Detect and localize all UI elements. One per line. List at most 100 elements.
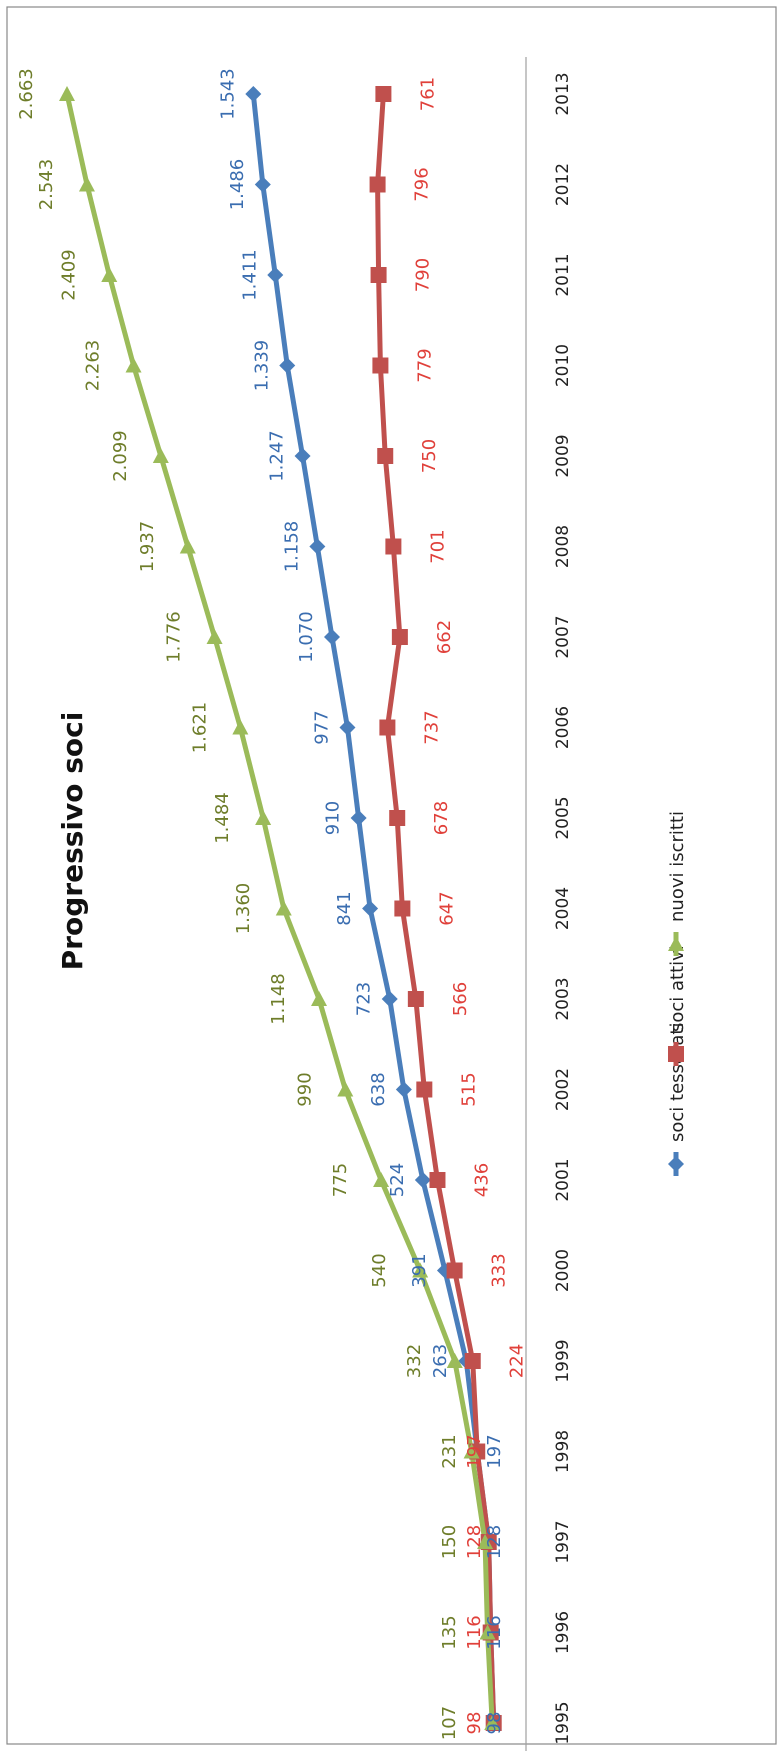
data-label: 135 [439, 1615, 460, 1649]
data-point-triangle [275, 900, 292, 916]
category-tick-label: 2012 [553, 163, 573, 206]
data-label: 990 [294, 1072, 315, 1106]
data-label: 197 [484, 1434, 505, 1468]
data-label: 107 [439, 1706, 460, 1740]
data-label: 775 [330, 1163, 351, 1197]
data-label: 391 [409, 1253, 430, 1287]
category-tick-labels: 1995 1996 1997 1998 1999 2000 2001 2002 2003 2004… [553, 72, 573, 1744]
data-label: 638 [368, 1072, 389, 1106]
data-label: 2.663 [16, 68, 37, 120]
data-label: 750 [419, 439, 440, 473]
data-point-diamond [254, 176, 271, 193]
category-tick-label: 2007 [553, 615, 573, 658]
data-point-triangle [179, 538, 196, 554]
data-point-diamond [350, 810, 367, 826]
data-label: 1.158 [281, 521, 302, 573]
data-label: 737 [421, 710, 442, 744]
data-label: 1.360 [233, 883, 254, 935]
data-point-triangle [446, 1353, 463, 1368]
data-point-triangle [152, 448, 169, 463]
data-point-square [429, 1172, 446, 1188]
legend-label: nuovi iscritti [667, 811, 688, 922]
category-tick-label: 2001 [553, 1158, 573, 1201]
data-label: 515 [458, 1072, 479, 1106]
series-markers [59, 86, 502, 1731]
category-tick-label: 2006 [553, 706, 573, 749]
data-point-diamond [381, 991, 398, 1007]
data-point-triangle [232, 719, 249, 735]
data-label: 224 [507, 1344, 528, 1378]
data-label: 1.776 [164, 611, 185, 663]
data-label: 910 [323, 801, 344, 835]
data-point-triangle [477, 1534, 494, 1549]
category-tick-label: 2009 [553, 434, 573, 477]
data-label: 2.099 [110, 430, 131, 482]
data-label: 647 [436, 891, 457, 925]
category-tick-label: 1999 [553, 1339, 573, 1382]
data-point-triangle [484, 1715, 501, 1730]
data-label: 2.409 [58, 249, 79, 301]
data-label: 128 [484, 1525, 505, 1559]
data-point-diamond [324, 629, 341, 645]
data-point-triangle [373, 1172, 390, 1187]
data-label: 128 [464, 1525, 485, 1559]
data-point-diamond [267, 267, 284, 283]
data-label: 98 [484, 1712, 505, 1735]
data-point-diamond [414, 1172, 431, 1188]
data-point-triangle [412, 1262, 429, 1278]
data-point-square [372, 357, 389, 374]
legend-label: soci attivi [667, 945, 688, 1032]
data-point-square [369, 176, 386, 193]
data-point-diamond [309, 538, 326, 555]
category-tick-label: 2005 [553, 796, 573, 839]
category-tick-label: 2008 [553, 525, 573, 568]
data-point-square [416, 1081, 433, 1098]
data-labels: 98 116 128 197 263 391 524 638 723 841 910 977 1.070… [16, 68, 528, 1740]
data-label: 1.148 [268, 973, 289, 1025]
category-tick-label: 2003 [553, 977, 573, 1020]
category-tick-label: 2000 [553, 1249, 573, 1292]
data-point-diamond [362, 900, 379, 917]
data-label: 1.339 [251, 340, 272, 392]
category-tick-label: 2011 [553, 253, 573, 296]
data-label: 524 [387, 1163, 408, 1197]
category-tick-label: 1997 [553, 1520, 573, 1563]
data-label: 150 [439, 1525, 460, 1559]
data-label: 231 [439, 1434, 460, 1468]
data-label: 779 [414, 348, 435, 382]
data-point-square [377, 448, 394, 464]
data-label: 662 [434, 620, 455, 654]
data-label: 1.484 [212, 792, 233, 844]
data-point-square [385, 538, 402, 555]
legend-label: soci tesserati [667, 1023, 688, 1142]
data-label: 2.263 [83, 340, 104, 392]
data-point-triangle [255, 810, 272, 825]
data-label: 2.543 [36, 159, 57, 211]
category-tick-label: 2010 [553, 344, 573, 387]
data-label: 263 [430, 1344, 451, 1378]
data-label: 1.937 [137, 521, 158, 573]
data-point-square [391, 629, 408, 645]
data-point-triangle [337, 1081, 354, 1097]
chart-border [6, 6, 777, 1745]
data-label: 723 [354, 982, 375, 1016]
data-label: 333 [489, 1253, 510, 1287]
legend-marker-diamond [668, 1156, 684, 1172]
data-point-triangle [463, 1443, 480, 1459]
category-tick-label: 2002 [553, 1068, 573, 1111]
category-tick-label: 1998 [553, 1430, 573, 1473]
data-label: 678 [431, 801, 452, 835]
data-point-square [464, 1353, 481, 1369]
data-point-square [407, 991, 424, 1007]
data-point-triangle [125, 357, 142, 373]
data-point-square [389, 810, 406, 826]
data-label: 701 [427, 529, 448, 563]
data-point-triangle [78, 176, 95, 192]
chart-title: Progressivo soci [56, 712, 89, 971]
data-label: 796 [412, 167, 433, 201]
data-point-diamond [395, 1081, 412, 1098]
data-label: 98 [464, 1712, 485, 1735]
data-label: 116 [484, 1615, 505, 1649]
